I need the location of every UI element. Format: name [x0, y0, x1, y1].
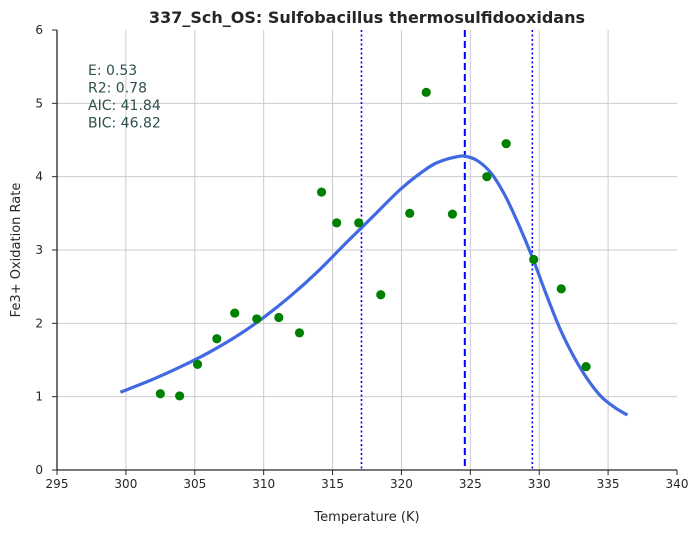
x-tick-label: 335 — [597, 477, 620, 491]
x-tick-label: 330 — [528, 477, 551, 491]
data-point — [155, 389, 165, 399]
x-tick-label: 300 — [114, 477, 137, 491]
fit-statistics: E: 0.53 R2: 0.78 AIC: 41.84 BIC: 46.82 — [88, 63, 161, 132]
data-point — [447, 209, 458, 219]
x-tick-label: 305 — [183, 477, 206, 491]
data-point — [529, 254, 539, 265]
x-tick-label: 340 — [666, 477, 689, 491]
stat-aic: AIC: 41.84 — [88, 98, 161, 114]
data-point — [175, 391, 185, 401]
x-tick-label: 325 — [459, 477, 482, 491]
data-point — [294, 328, 305, 338]
x-axis-label: Temperature (K) — [313, 510, 419, 525]
grid — [57, 30, 677, 470]
y-tick-label: 5 — [35, 96, 43, 110]
data-point — [230, 308, 240, 318]
data-point — [556, 284, 566, 294]
chart-title: 337_Sch_OS: Sulfobacillus thermosulfidoo… — [149, 8, 585, 27]
data-point — [581, 362, 591, 372]
y-tick-label: 3 — [35, 243, 43, 257]
data-points — [155, 87, 591, 401]
x-tick-label: 320 — [390, 477, 413, 491]
x-tick-label: 295 — [46, 477, 69, 491]
stat-bic: BIC: 46.82 — [88, 116, 161, 132]
y-tick-label: 6 — [35, 23, 43, 37]
data-point — [405, 208, 415, 218]
y-tick-label: 4 — [35, 170, 43, 184]
y-tick-label: 2 — [35, 316, 43, 330]
fit-curve-layer — [119, 154, 629, 417]
data-point — [354, 218, 364, 228]
y-axis-label: Fe3+ Oxidation Rate — [9, 183, 24, 318]
data-point — [501, 139, 511, 149]
data-point — [376, 290, 386, 300]
axes — [52, 29, 678, 475]
data-point — [192, 359, 203, 369]
data-point — [421, 87, 431, 97]
stat-e: E: 0.53 — [88, 63, 137, 79]
data-point — [274, 312, 284, 323]
x-tick-label: 315 — [321, 477, 344, 491]
stat-r2: R2: 0.78 — [88, 81, 147, 97]
reference-lines — [360, 30, 534, 470]
x-tick-label: 310 — [252, 477, 275, 491]
data-point — [252, 314, 262, 324]
data-point — [212, 334, 222, 344]
data-point — [316, 187, 327, 197]
tick-labels: 295 300 305 310 315 320 325 330 335 340 0 1 2 3 4 5 6 — [35, 23, 688, 491]
y-tick-label: 0 — [35, 463, 43, 477]
fit-curve — [119, 154, 629, 417]
data-point — [482, 172, 492, 182]
data-point — [332, 218, 342, 228]
y-tick-label: 1 — [35, 390, 43, 404]
